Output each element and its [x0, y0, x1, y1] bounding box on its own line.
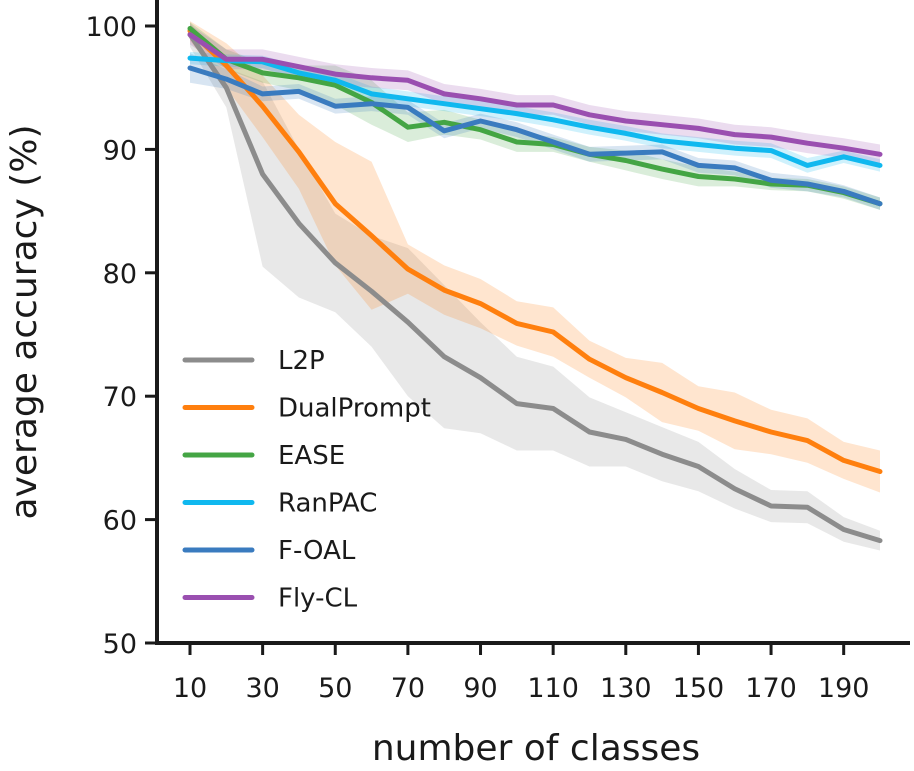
x-tick-label: 70	[391, 673, 425, 704]
x-tick-label: 90	[463, 673, 497, 704]
ease-legend-label: EASE	[278, 441, 345, 471]
x-tick-label: 190	[818, 673, 870, 704]
y-tick-label: 80	[103, 259, 137, 290]
f-oal-line	[187, 65, 883, 207]
ease-line	[187, 26, 883, 207]
y-tick-label: 50	[103, 629, 137, 660]
f-oal-legend-label: F-OAL	[278, 536, 356, 566]
x-tick-label: 30	[245, 673, 279, 704]
l2p-band	[190, 22, 880, 551]
ease-band	[190, 22, 880, 210]
l2p-legend-label: L2P	[278, 346, 325, 376]
fly-cl-line	[187, 32, 883, 157]
fly-cl-legend-label: Fly-CL	[278, 584, 358, 614]
confidence-bands	[190, 21, 880, 551]
l2p-line	[187, 32, 883, 544]
x-tick-label: 50	[318, 673, 352, 704]
x-tick-label: 170	[745, 673, 797, 704]
x-tick-label: 110	[527, 673, 579, 704]
x-tick-label: 10	[173, 673, 207, 704]
y-tick-label: 70	[103, 382, 137, 413]
y-tick-label: 60	[103, 506, 137, 537]
y-axis-title: average accuracy (%)	[4, 125, 45, 520]
y-tick-label: 90	[103, 135, 137, 166]
y-tick-label: 100	[85, 12, 137, 43]
dualprompt-legend-label: DualPrompt	[278, 394, 431, 424]
series-lines	[187, 26, 883, 544]
ticks: 50 60 70 80 90 100 10 30 50 70 90 110 130 150 170 190	[85, 12, 869, 704]
ranpac-legend-label: RanPAC	[278, 489, 377, 519]
dualprompt-line	[187, 28, 883, 474]
ranpac-band	[190, 51, 880, 173]
x-axis-title: number of classes	[372, 728, 700, 769]
x-tick-label: 150	[673, 673, 725, 704]
axes	[155, 0, 910, 645]
f-oal-band	[190, 53, 880, 210]
legend: L2P DualPrompt EASE RanPAC F-OAL Fly-CL	[182, 346, 431, 614]
x-tick-label: 130	[600, 673, 652, 704]
ranpac-line	[187, 55, 883, 168]
